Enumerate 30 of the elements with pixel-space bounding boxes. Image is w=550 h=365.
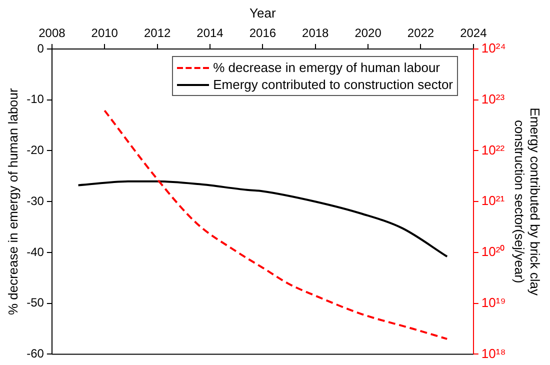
y-tick-label: -40 <box>26 244 44 259</box>
y2-tick-label: 10²² <box>481 142 506 158</box>
line-series <box>104 110 448 340</box>
x-tick-label: 2022 <box>407 26 434 40</box>
y-tick-label: -20 <box>26 143 44 158</box>
y2-tick-label: 10¹⁹ <box>481 294 506 310</box>
x-tick-label: 2024 <box>460 26 488 40</box>
y-tick-label: 0 <box>37 41 44 56</box>
y2-tick-label: 10¹⁸ <box>481 346 506 361</box>
x-tick-label: 2010 <box>91 26 118 40</box>
y-tick-label: -60 <box>26 346 44 361</box>
y2-tick-label: 10²⁰ <box>481 244 506 260</box>
y2-tick-label: 10²⁴ <box>481 40 506 56</box>
x-tick-label: 2014 <box>196 26 224 40</box>
legend-label: Emergy contributed to construction sector <box>213 76 453 93</box>
y-axis-title: % decrease in emergy of human labour <box>5 87 20 316</box>
x-axis-title: Year <box>250 5 276 20</box>
y2-axis-title: Emergy contributed by brick clay construction sector(sej/year) <box>512 108 543 296</box>
y2-tick-label: 10²¹ <box>481 193 506 208</box>
y-tick-label: -30 <box>26 194 44 208</box>
y-tick-label: -10 <box>26 92 44 106</box>
x-tick-label: 2018 <box>302 26 330 40</box>
legend-label: % decrease in emergy of human labour <box>213 59 440 76</box>
x-tick-label: 2016 <box>249 26 276 40</box>
x-tick-label: 2008 <box>38 26 66 40</box>
y2-tick-label: 10²³ <box>481 91 506 106</box>
x-tick-label: 2012 <box>144 26 171 40</box>
y-tick-label: -50 <box>26 296 44 310</box>
line-series <box>77 180 448 258</box>
x-tick-label: 2020 <box>354 26 382 40</box>
